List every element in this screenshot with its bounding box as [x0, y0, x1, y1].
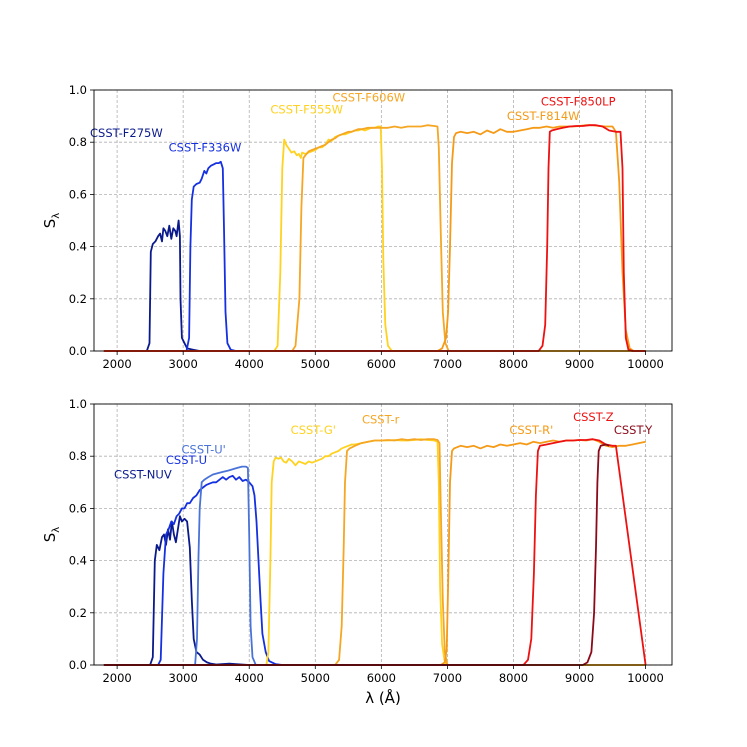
top-x-ticks: 2000 3000 4000 5000 6000 7000 8000 9000 10000: [102, 351, 664, 371]
bottom-series-csst-z: [103, 438, 647, 666]
bottom-label-csst-z: CSST-Z: [573, 410, 614, 424]
top-label-csst-f814w: CSST-F814W: [507, 109, 580, 123]
top-series-csst-f606w: [103, 124, 646, 352]
top-series-labels: CSST-F275W CSST-F336W CSST-F555WCSST-F606W…: [90, 91, 616, 155]
bottom-label-csst-r: CSST-R': [509, 423, 553, 437]
top-label-csst-f606w: CSST-F606W: [332, 91, 405, 105]
top-x-tick-label: 4000: [235, 357, 264, 371]
top-series-csst-f336w: [103, 160, 646, 352]
bottom-series-csst-u: [103, 474, 646, 666]
bottom-x-ticks: 2000 3000 4000 5000 6000 7000 8000 9000 10000: [102, 665, 664, 685]
top-y-axis-label: Sλ: [41, 213, 62, 229]
top-x-tick-label: 5000: [301, 357, 330, 371]
bottom-label-csst-g: CSST-G': [291, 423, 336, 437]
bottom-y-tick-label: 0.6: [69, 501, 87, 515]
top-plot-frame: [93, 89, 673, 352]
bottom-y-tick-label: 1.0: [69, 397, 87, 411]
top-y-tick-label: 0.6: [69, 187, 87, 201]
bottom-label-csst-nuv: CSST-NUV: [114, 467, 172, 481]
bottom-x-tick-label: 2000: [102, 671, 131, 685]
top-series-csst-f850lp: [103, 124, 646, 352]
top-label-csst-f275w: CSST-F275W: [90, 126, 163, 140]
top-x-tick-label: 9000: [565, 357, 594, 371]
bottom-x-tick-label: 10000: [627, 671, 664, 685]
top-x-tick-label: 7000: [433, 357, 462, 371]
top-series-csst-f814w: [103, 124, 646, 352]
bottom-x-tick-label: 4000: [235, 671, 264, 685]
top-y-ticks: 0.0 0.2 0.4 0.6 0.8 1.0: [69, 83, 94, 358]
bottom-series-layer: [103, 438, 647, 666]
top-label-csst-f336w: CSST-F336W: [169, 140, 242, 154]
bottom-y-ticks: 0.0 0.2 0.4 0.6 0.8 1.0: [69, 397, 94, 672]
top-y-tick-label: 0.0: [69, 344, 87, 358]
bottom-series-csst-r: [103, 438, 646, 666]
top-label-csst-f850lp: CSST-F850LP: [541, 95, 616, 109]
top-y-tick-label: 0.8: [69, 135, 87, 149]
top-x-tick-label: 3000: [169, 357, 198, 371]
top-y-tick-label: 1.0: [69, 83, 87, 97]
top-y-tick-label: 0.2: [69, 292, 87, 306]
bottom-x-axis-label: λ (Å): [365, 688, 401, 707]
bottom-y-axis-label: Sλ: [41, 527, 62, 543]
top-label-csst-f555w: CSST-F555W: [270, 102, 343, 116]
bottom-label-csst-y: CSST-Y: [614, 423, 653, 437]
bottom-y-tick-label: 0.4: [69, 554, 87, 568]
bottom-label-csst-u: CSST-U: [166, 453, 207, 467]
bottom-x-tick-label: 6000: [367, 671, 396, 685]
bottom-y-tick-label: 0.0: [69, 658, 87, 672]
bottom-x-tick-label: 8000: [499, 671, 528, 685]
top-x-tick-label: 2000: [102, 357, 131, 371]
bottom-label-csst-r: CSST-r: [362, 413, 400, 427]
top-x-tick-label: 8000: [499, 357, 528, 371]
bottom-y-tick-label: 0.2: [69, 606, 87, 620]
bottom-plot-frame: [93, 403, 673, 666]
top-x-tick-label: 10000: [627, 357, 664, 371]
bottom-x-tick-label: 9000: [565, 671, 594, 685]
bottom-series-csst-y: [103, 443, 610, 666]
bottom-x-tick-label: 3000: [169, 671, 198, 685]
bottom-x-tick-label: 7000: [433, 671, 462, 685]
top-x-tick-label: 6000: [367, 357, 396, 371]
bottom-series-csst-r: [103, 438, 646, 666]
bottom-x-tick-label: 5000: [301, 671, 330, 685]
bottom-label-csst-u: CSST-U': [181, 443, 225, 457]
bottom-series-csst-u: [103, 465, 646, 666]
top-y-tick-label: 0.4: [69, 240, 87, 254]
top-series-layer: [103, 124, 646, 352]
bottom-y-tick-label: 0.8: [69, 449, 87, 463]
bottom-series-csst-nuv: [103, 515, 646, 666]
top-series-csst-f275w: [103, 219, 646, 352]
top-chart-panel: CSST-F275W CSST-F336W CSST-F555WCSST-F606W…: [41, 83, 673, 371]
